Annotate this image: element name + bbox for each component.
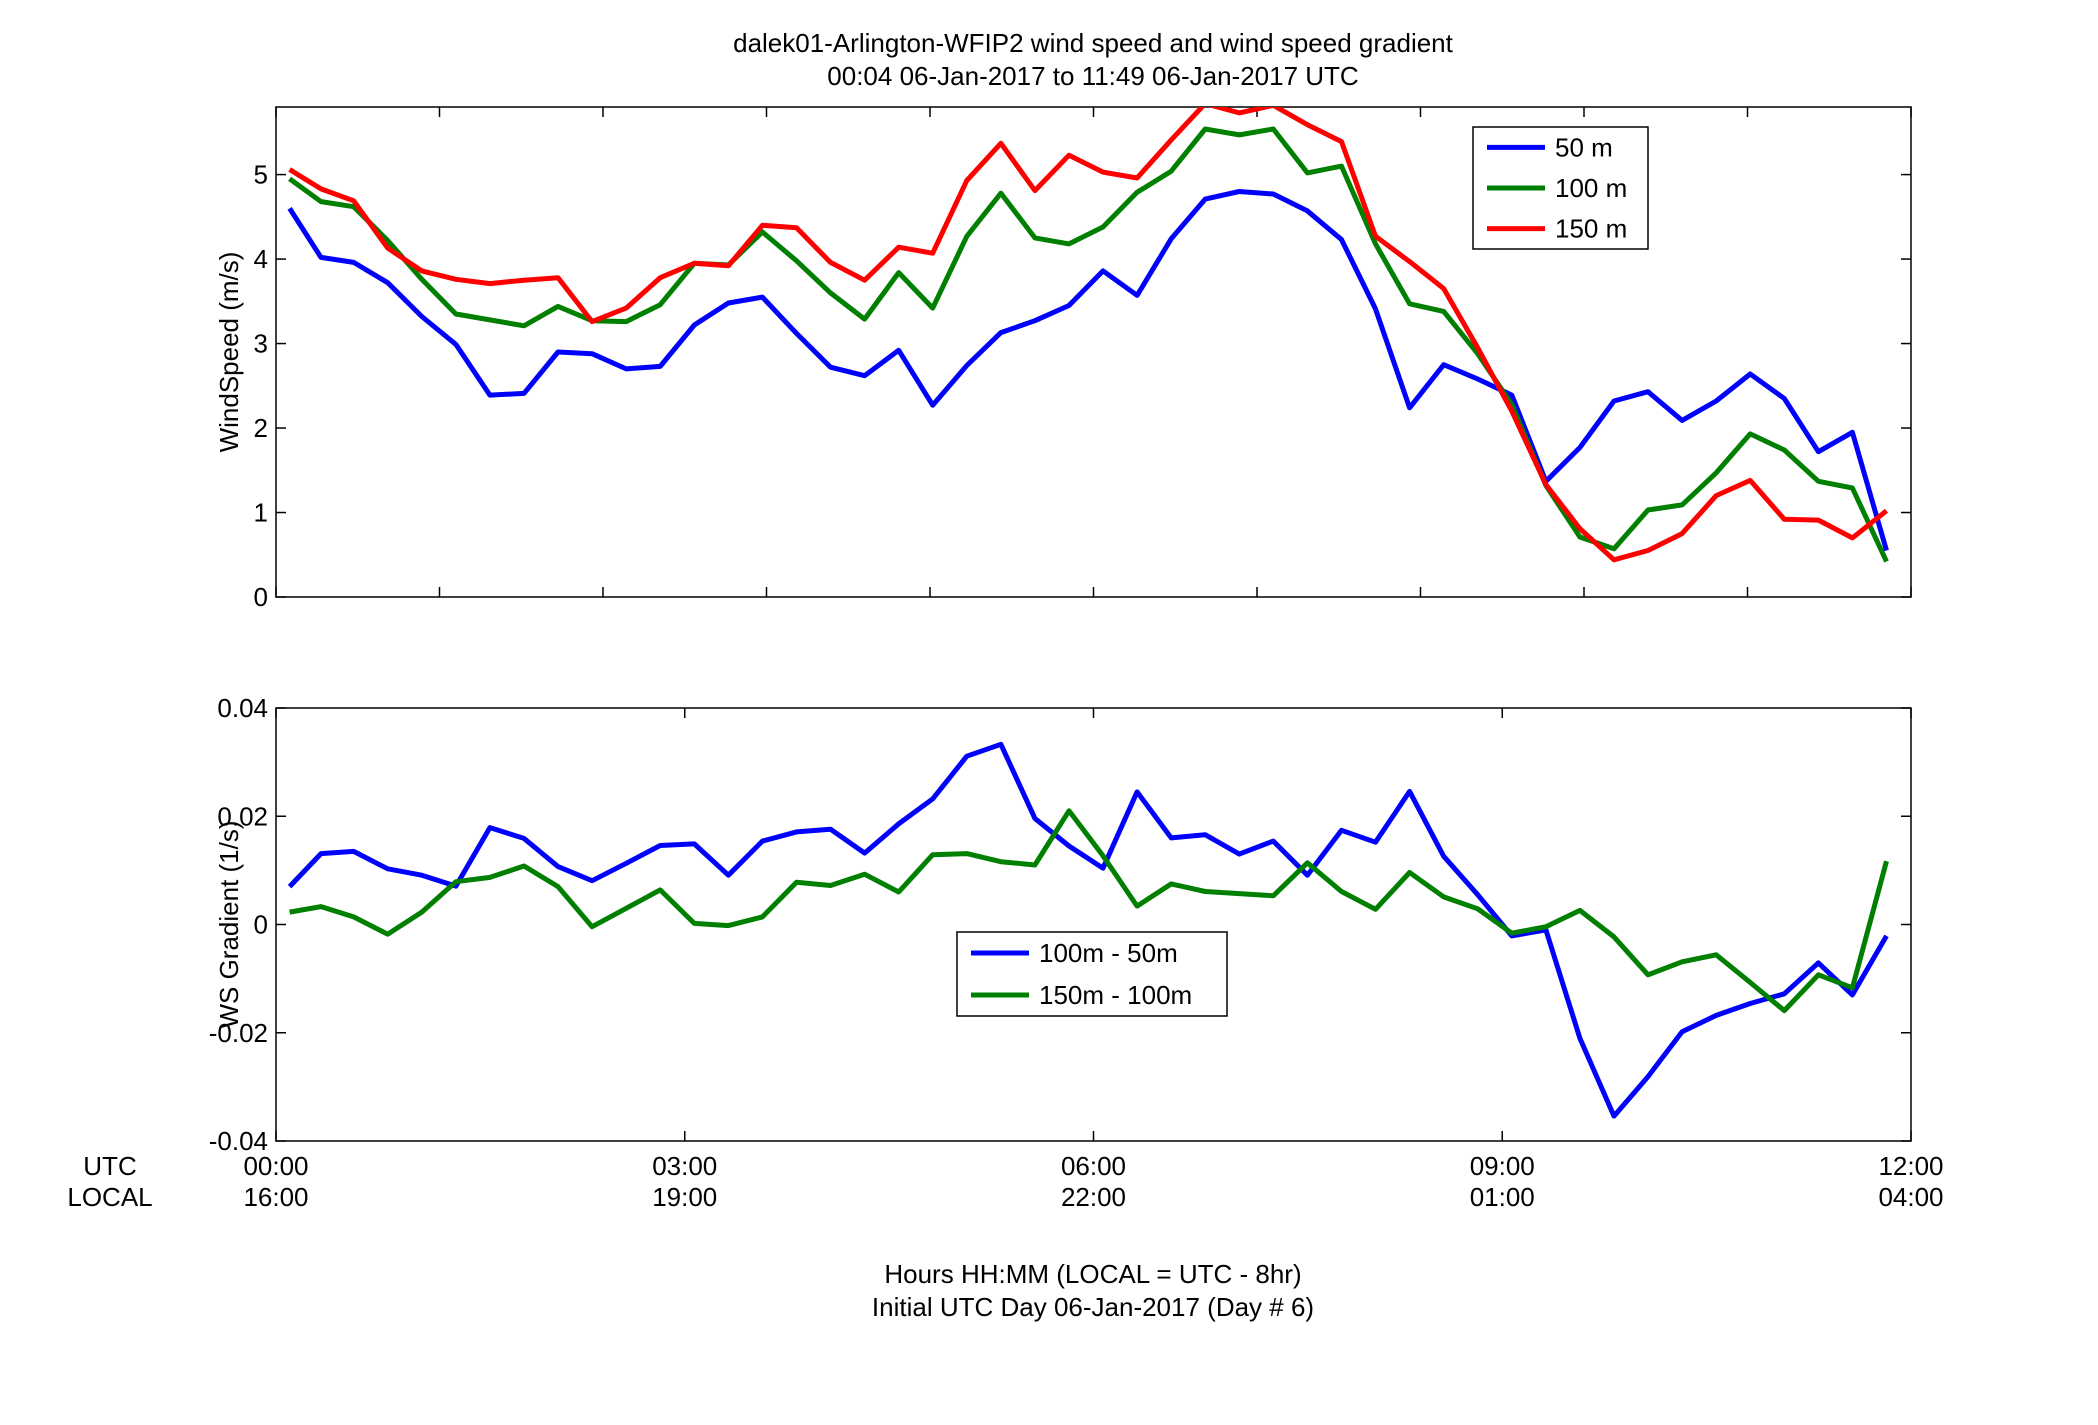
gradient-y-tick-label: 0.02 bbox=[217, 801, 268, 831]
x-tick-label-utc: 03:00 bbox=[652, 1151, 717, 1181]
gradient-y-tick-label: 0.04 bbox=[217, 693, 268, 723]
gradient-plot-frame bbox=[275, 707, 1912, 1142]
gradient-y-axis-label: WS Gradient (1/s) bbox=[214, 820, 244, 1028]
chart-title-line2: 00:04 06-Jan-2017 to 11:49 06-Jan-2017 U… bbox=[827, 61, 1358, 91]
x-axis-label-line2: Initial UTC Day 06-Jan-2017 (Day # 6) bbox=[872, 1292, 1314, 1322]
x-axis-label-line1: Hours HH:MM (LOCAL = UTC - 8hr) bbox=[884, 1259, 1301, 1289]
x-tick-label-local: 22:00 bbox=[1061, 1182, 1126, 1212]
gradient-series-group bbox=[287, 741, 1889, 1119]
windspeed-legend: 50 m 100 m 150 m bbox=[1472, 126, 1649, 250]
windspeed-panel: 0 1 2 3 4 5 WindSpeed (m/s) 50 m 100 m 150 m bbox=[214, 106, 1912, 612]
windspeed-legend-label-150-m: 150 m bbox=[1555, 214, 1627, 244]
windspeed-y-tick-label: 2 bbox=[254, 413, 268, 443]
windspeed-plot-frame bbox=[275, 106, 1912, 598]
windspeed-y-tick-label: 4 bbox=[254, 244, 268, 274]
x-tick-label-local: 16:00 bbox=[243, 1182, 308, 1212]
gradient-y-tick-label: -0.04 bbox=[209, 1126, 268, 1156]
gradient-legend-box bbox=[956, 931, 1228, 1017]
x-tick-labels-utc: 00:00 03:00 06:00 09:00 12:00 bbox=[243, 1151, 1943, 1181]
gradient-y-tick-label: 0 bbox=[254, 910, 268, 940]
gradient-series-150m-100m bbox=[289, 808, 1889, 1014]
windspeed-series-150-m bbox=[288, 107, 1889, 563]
gradient-legend-label-100m-50m: 100m - 50m bbox=[1039, 938, 1178, 968]
gradient-panel: -0.04 -0.02 0 0.02 0.04 WS Gradient (1/s) 100m… bbox=[209, 693, 1912, 1156]
x-tick-label-utc: 12:00 bbox=[1878, 1151, 1943, 1181]
windspeed-y-tick-label: 0 bbox=[254, 582, 268, 612]
gradient-series-100m-50m bbox=[287, 741, 1889, 1119]
x-tick-label-utc: 00:00 bbox=[243, 1151, 308, 1181]
windspeed-legend-label-50-m: 50 m bbox=[1555, 132, 1613, 162]
gradient-y-tick-label: -0.02 bbox=[209, 1018, 268, 1048]
windspeed-series-100-m bbox=[288, 126, 1889, 563]
chart-title-line1: dalek01-Arlington-WFIP2 wind speed and w… bbox=[733, 28, 1454, 58]
gradient-legend: 100m - 50m 150m - 100m bbox=[956, 931, 1228, 1017]
windspeed-legend-label-100-m: 100 m bbox=[1555, 173, 1627, 203]
x-tick-label-utc: 06:00 bbox=[1061, 1151, 1126, 1181]
local-row-label: LOCAL bbox=[67, 1182, 152, 1212]
x-tick-label-local: 01:00 bbox=[1470, 1182, 1535, 1212]
x-tick-labels-local: 16:00 19:00 22:00 01:00 04:00 bbox=[243, 1182, 1943, 1212]
gradient-legend-label-150m-100m: 150m - 100m bbox=[1039, 980, 1192, 1010]
windspeed-series-group bbox=[287, 107, 1889, 563]
windspeed-y-tick-label: 5 bbox=[254, 160, 268, 190]
windspeed-y-tick-label: 3 bbox=[254, 329, 268, 359]
x-tick-label-utc: 09:00 bbox=[1470, 1151, 1535, 1181]
utc-row-label: UTC bbox=[83, 1151, 136, 1181]
windspeed-y-axis-label: WindSpeed (m/s) bbox=[214, 252, 244, 453]
x-tick-label-local: 04:00 bbox=[1878, 1182, 1943, 1212]
windspeed-series-50-m bbox=[287, 189, 1889, 552]
windspeed-y-tick-label: 1 bbox=[254, 498, 268, 528]
x-tick-label-local: 19:00 bbox=[652, 1182, 717, 1212]
